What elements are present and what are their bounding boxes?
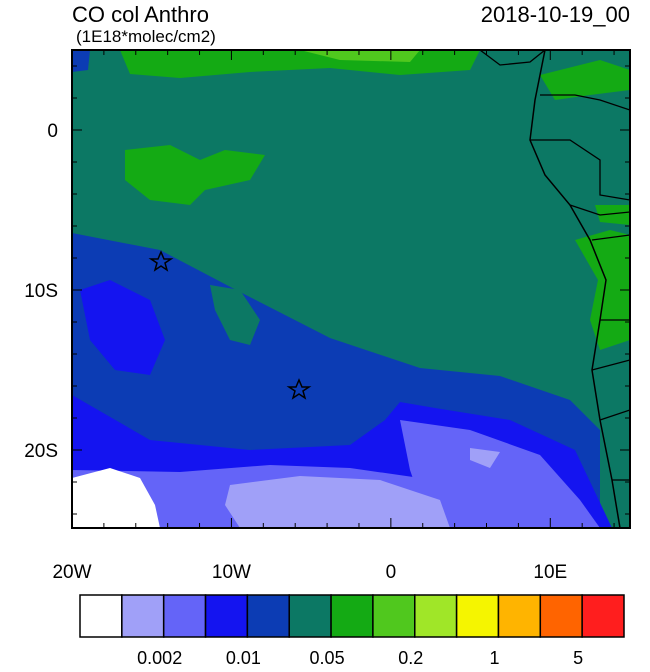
colorbar-label: 1 xyxy=(489,648,499,667)
x-tick-label: 10E xyxy=(533,562,567,583)
ticks xyxy=(71,50,630,528)
colorbar-box xyxy=(497,594,542,638)
colorbar-label: 0.2 xyxy=(398,648,423,667)
x-tick-label: 20W xyxy=(52,562,91,583)
colorbar-box xyxy=(455,594,500,638)
plot-frame xyxy=(71,49,631,529)
y-tick-label: 10S xyxy=(24,281,58,302)
colorbar-label: 0.01 xyxy=(226,648,261,667)
colorbar-box xyxy=(581,594,625,638)
x-tick-label: 10W xyxy=(212,562,251,583)
title: CO col Anthro xyxy=(72,2,209,27)
map-field xyxy=(72,50,630,528)
colorbar-label: 0.002 xyxy=(137,648,182,667)
colorbar-label: 0.05 xyxy=(310,648,345,667)
colorbar-box xyxy=(288,594,332,638)
colorbar-box xyxy=(372,594,416,638)
y-tick-label: 20S xyxy=(24,441,58,462)
colorbar-box xyxy=(414,594,458,638)
colorbar-box xyxy=(121,594,165,638)
colorbar-box xyxy=(162,594,207,638)
x-tick-label: 0 xyxy=(386,562,397,583)
units: (1E18*molec/cm2) xyxy=(76,27,216,46)
y-tick-label: 0 xyxy=(47,121,58,142)
colorbar-box xyxy=(79,594,123,638)
time: 2018-10-19_00 xyxy=(481,2,630,27)
colorbar-box xyxy=(330,594,374,638)
colorbar-box xyxy=(539,594,583,638)
colorbar-label: 5 xyxy=(573,648,583,667)
colorbar-box xyxy=(246,594,290,638)
colorbar-box xyxy=(204,594,249,638)
